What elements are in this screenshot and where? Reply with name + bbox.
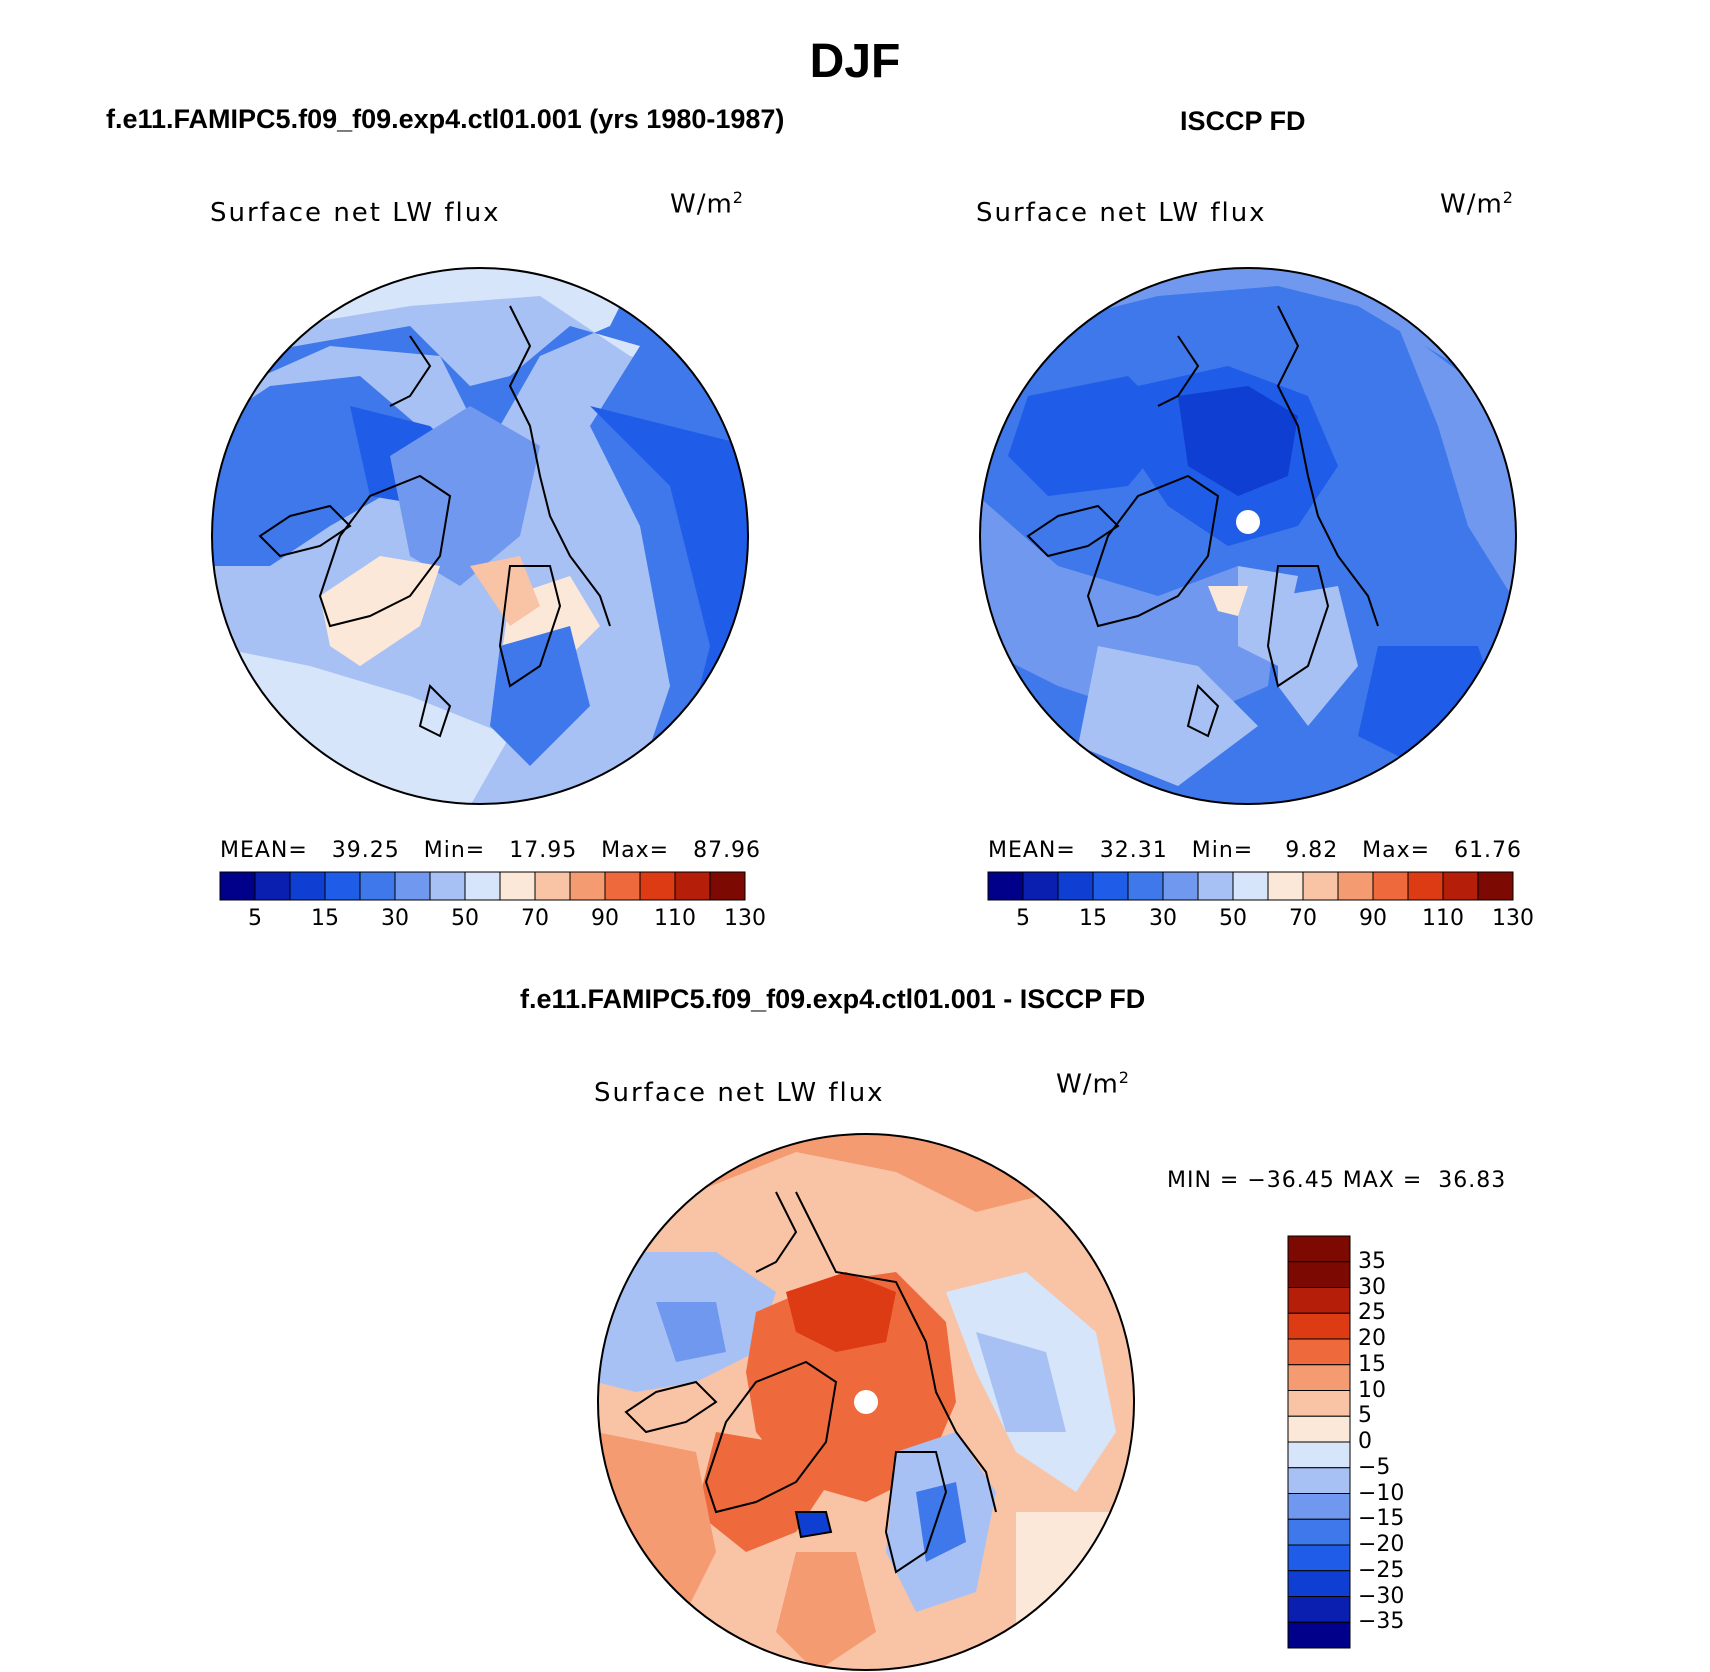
panel-model-colorbar-swatch — [464, 871, 501, 901]
panel-diff-colorbar-tick-label: 30 — [1358, 1274, 1386, 1300]
panel-diff-colorbar-tick-label: 35 — [1358, 1248, 1386, 1274]
panel-obs-colorbar-tick-label: 70 — [1289, 906, 1317, 931]
panel-diff-colorbar-swatch — [1287, 1570, 1351, 1597]
panel-obs-colorbar-swatch — [987, 871, 1024, 901]
panel-obs-variable-label: Surface net LW flux — [976, 198, 1267, 228]
panel-model-colorbar-swatch — [569, 871, 606, 901]
panel-diff-colorbar-swatch — [1287, 1544, 1351, 1572]
panel-model-variable-label: Surface net LW flux — [210, 198, 501, 228]
panel-diff-colorbar-swatch — [1287, 1621, 1351, 1649]
panel-diff-colorbar-tick-label: −25 — [1358, 1557, 1405, 1583]
panel-obs-subtitle: ISCCP FD — [1180, 106, 1306, 136]
panel-diff-colorbar-tick-label: −35 — [1358, 1609, 1405, 1635]
panel-diff-subtitle: f.e11.FAMIPC5.f09_f09.exp4.ctl01.001 - I… — [520, 984, 1146, 1014]
panel-obs-colorbar-swatch — [1477, 871, 1514, 901]
panel-diff-colorbar-swatch — [1287, 1364, 1351, 1391]
panel-obs-colorbar-swatch — [1232, 871, 1269, 901]
panel-model-colorbar-swatch — [639, 871, 676, 901]
panel-obs-colorbar-swatch — [1022, 871, 1059, 901]
panel-obs-colorbar-tick-label: 110 — [1422, 906, 1464, 931]
panel-model-colorbar-ticks: 5 15 30 50 70 90 110 130 — [220, 906, 766, 936]
panel-obs-units: W/m2 — [1440, 188, 1514, 220]
panel-diff-colorbar-tick-label: 0 — [1358, 1429, 1372, 1454]
panel-diff-colorbar-tick-label: −20 — [1358, 1532, 1405, 1557]
panel-obs-colorbar-swatch — [1302, 871, 1339, 901]
panel-model-colorbar-tick-label: 15 — [311, 906, 339, 931]
panel-model-colorbar-tick-label: 110 — [654, 906, 696, 931]
panel-model-colorbar-tick-label: 130 — [724, 906, 766, 931]
panel-obs-colorbar-tick-label: 15 — [1079, 906, 1107, 931]
panel-model-colorbar — [219, 871, 746, 901]
panel-obs-colorbar-swatch — [1372, 871, 1409, 901]
panel-diff-colorbar-tick-label: 25 — [1358, 1300, 1386, 1326]
panel-diff-colorbar-swatch — [1287, 1415, 1351, 1443]
panel-obs-colorbar-tick-label: 30 — [1149, 906, 1177, 931]
panel-diff-colorbar-swatch — [1287, 1518, 1351, 1546]
panel-diff-stats: MIN = −36.45 MAX = 36.83 — [1167, 1168, 1507, 1193]
panel-model-colorbar-swatch — [289, 871, 326, 901]
panel-model-stats: MEAN= 39.25 Min= 17.95 Max= 87.96 — [220, 838, 762, 863]
panel-model-colorbar-swatch — [674, 871, 711, 901]
panel-diff-colorbar-tick-label: 10 — [1358, 1377, 1386, 1403]
panel-obs-colorbar-swatch — [1127, 871, 1164, 901]
panel-diff-map — [597, 1133, 1135, 1671]
panel-obs-colorbar-swatch — [1442, 871, 1479, 901]
panel-diff-colorbar-tick-label: 5 — [1358, 1403, 1372, 1429]
panel-diff-colorbar-swatch — [1287, 1312, 1351, 1340]
panel-diff-colorbar-tick-label: 20 — [1358, 1326, 1386, 1351]
panel-model-colorbar-swatch — [534, 871, 571, 901]
panel-obs-colorbar-swatch — [1057, 871, 1094, 901]
panel-diff-colorbar-tick-label: 15 — [1358, 1351, 1386, 1377]
panel-obs-colorbar-swatch — [1162, 871, 1199, 901]
panel-obs-colorbar-swatch — [1337, 871, 1374, 901]
panel-diff-colorbar — [1287, 1235, 1351, 1649]
panel-model-colorbar-swatch — [394, 871, 431, 901]
panel-diff-colorbar-tick-label: −10 — [1358, 1480, 1405, 1506]
panel-model-subtitle: f.e11.FAMIPC5.f09_f09.exp4.ctl01.001 (yr… — [106, 104, 785, 134]
panel-diff-colorbar-tick-label: −5 — [1358, 1454, 1391, 1480]
panel-model-colorbar-tick-label: 70 — [521, 906, 549, 931]
panel-diff-colorbar-swatch — [1287, 1441, 1351, 1469]
page-title: DJF — [809, 35, 901, 88]
panel-obs-stats: MEAN= 32.31 Min= 9.82 Max= 61.76 — [988, 838, 1523, 863]
panel-obs-colorbar-tick-label: 90 — [1359, 906, 1387, 931]
panel-obs-colorbar-tick-label: 5 — [1016, 906, 1030, 931]
panel-obs-colorbar-swatch — [1407, 871, 1444, 901]
panel-obs-colorbar-swatch — [1092, 871, 1129, 901]
panel-obs-map — [979, 267, 1517, 805]
panel-model-colorbar-swatch — [499, 871, 536, 901]
panel-model-colorbar-swatch — [254, 871, 291, 901]
panel-diff-colorbar-swatch — [1287, 1338, 1351, 1366]
panel-model-colorbar-tick-label: 50 — [451, 906, 479, 931]
panel-obs-colorbar-tick-label: 130 — [1492, 906, 1534, 931]
panel-diff-variable-label: Surface net LW flux — [594, 1078, 885, 1108]
panel-diff-colorbar-swatch — [1287, 1287, 1351, 1314]
panel-diff-colorbar-tick-label: −30 — [1358, 1583, 1405, 1609]
panel-diff-colorbar-swatch — [1287, 1261, 1351, 1288]
panel-diff-colorbar-tick-label: −15 — [1358, 1506, 1405, 1532]
panel-diff-colorbar-swatch — [1287, 1467, 1351, 1494]
panel-model-units: W/m2 — [670, 188, 744, 220]
panel-diff-units: W/m2 — [1056, 1068, 1130, 1100]
panel-model-map — [211, 267, 749, 805]
panel-obs-colorbar — [987, 871, 1514, 901]
panel-obs-colorbar-tick-label: 50 — [1219, 906, 1247, 931]
panel-model-colorbar-tick-label: 90 — [591, 906, 619, 931]
panel-diff-colorbar-swatch — [1287, 1235, 1351, 1263]
panel-model-colorbar-swatch — [219, 871, 256, 901]
panel-obs-colorbar-swatch — [1197, 871, 1234, 901]
panel-diff-colorbar-swatch — [1287, 1390, 1351, 1417]
panel-model-colorbar-swatch — [429, 871, 466, 901]
panel-model-colorbar-swatch — [324, 871, 361, 901]
panel-obs-colorbar-ticks: 5 15 30 50 70 90 110 130 — [988, 906, 1534, 936]
panel-model-colorbar-swatch — [604, 871, 641, 901]
panel-obs-colorbar-swatch — [1267, 871, 1304, 901]
panel-model-colorbar-tick-label: 30 — [381, 906, 409, 931]
panel-model-colorbar-swatch — [359, 871, 396, 901]
panel-diff-colorbar-swatch — [1287, 1493, 1351, 1520]
panel-diff-colorbar-ticks: 35 30 25 20 15 10 5 0 −5 −10 −15 −20 −25 −30 −35 — [1354, 1236, 1434, 1648]
panel-diff-colorbar-swatch — [1287, 1596, 1351, 1623]
panel-model-colorbar-tick-label: 5 — [248, 906, 262, 931]
panel-model-colorbar-swatch — [709, 871, 746, 901]
